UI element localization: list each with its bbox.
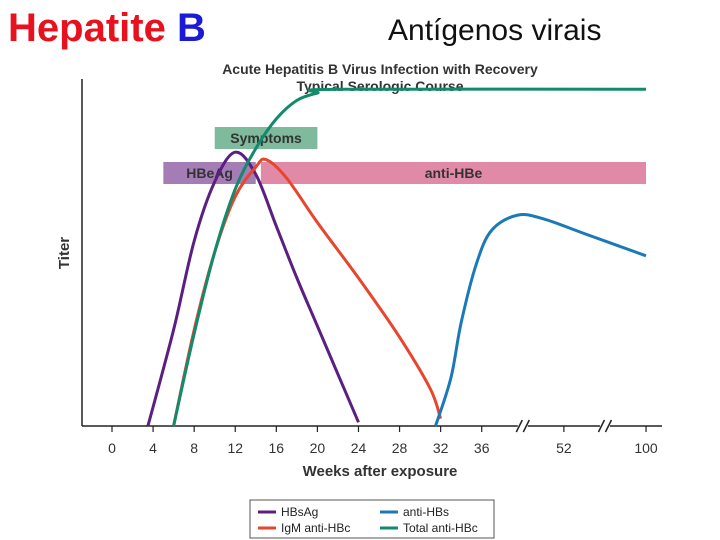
legend-label-igm-anti-hbc: IgM anti-HBc	[281, 521, 350, 535]
x-tick-label: 24	[351, 440, 367, 456]
bar-label-anti-hbe: anti-HBe	[425, 165, 483, 181]
chart-subtitle: Typical Serologic Course	[296, 78, 463, 94]
x-tick-label: 36	[474, 440, 490, 456]
x-tick-label: 100	[634, 440, 658, 456]
x-axis-label: Weeks after exposure	[303, 463, 458, 480]
series-line-hbsag	[146, 150, 360, 427]
y-axis-label: Titer	[56, 237, 73, 269]
bar-anti-hbe	[260, 162, 647, 184]
bar-symptoms	[214, 127, 318, 149]
x-tick-label: 16	[269, 440, 285, 456]
x-tick-label: 12	[227, 440, 243, 456]
legend-label-anti-hbs: anti-HBs	[403, 505, 449, 519]
title-blue-word: B	[176, 6, 206, 50]
slide-subtitle: Antígenos virais	[388, 14, 602, 47]
axis-breaks	[515, 419, 613, 433]
bar-label-hbeag: HBeAg	[186, 165, 233, 181]
x-tick-label: 52	[556, 440, 572, 456]
axis-break-2	[597, 419, 613, 433]
axis-break-1	[515, 419, 530, 433]
series-line-igm-anti-hbc	[172, 157, 443, 427]
x-tick-label: 8	[190, 440, 198, 456]
legend-box	[249, 499, 495, 539]
series-line-anti-hbs	[434, 212, 647, 427]
series-line-total-anti-hbc	[172, 87, 647, 427]
legend-label-total-anti-hbc: Total anti-HBc	[403, 521, 478, 535]
x-tick-label: 32	[433, 440, 449, 456]
x-tick-label: 28	[392, 440, 408, 456]
legend-label-hbsag: HBsAg	[281, 505, 318, 519]
x-tick-label: 4	[149, 440, 157, 456]
series-lines	[146, 87, 647, 427]
x-tick-label: 0	[108, 440, 116, 456]
bar-label-symptoms: Symptoms	[230, 130, 302, 146]
slide-title: Hepatite B	[8, 8, 206, 48]
chart-title: Acute Hepatitis B Virus Infection with R…	[222, 61, 538, 77]
legend: HBsAg anti-HBs IgM anti-HBc Total anti-HBc	[249, 499, 495, 539]
phase-bars: Symptoms HBeAg anti-HBe	[163, 127, 647, 184]
title-red-word: Hepatite	[8, 6, 166, 50]
x-tick-label: 20	[310, 440, 326, 456]
x-tick-labels: 0 4 8 12 16 20 24 28 32 36 52 100	[108, 426, 658, 456]
bar-hbeag	[163, 162, 256, 184]
